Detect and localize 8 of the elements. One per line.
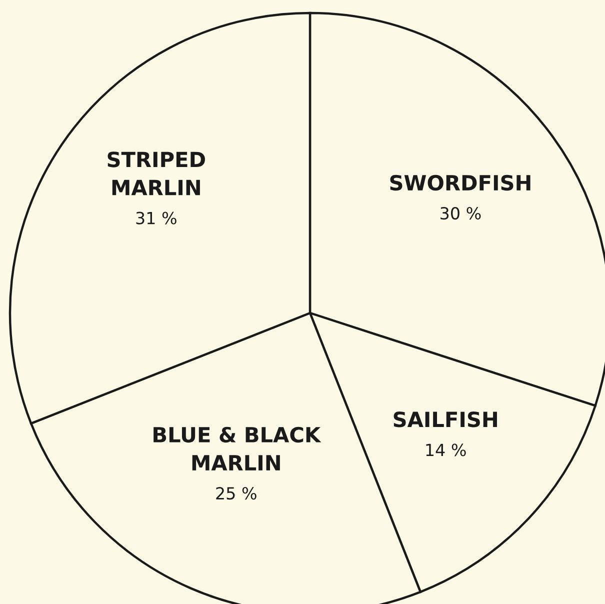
data-label: 30 % bbox=[440, 206, 481, 220]
slice-label: STRIPED MARLIN bbox=[108, 152, 205, 196]
slice-label: SWORDFISH bbox=[390, 174, 530, 191]
data-label: 31 % bbox=[136, 212, 176, 224]
slice-label: SAILFISH bbox=[394, 412, 497, 428]
slice-label: BLUE & BLACK MARLIN bbox=[154, 426, 322, 470]
data-label: 14 % bbox=[426, 444, 466, 456]
data-label: 25 % bbox=[216, 486, 256, 500]
